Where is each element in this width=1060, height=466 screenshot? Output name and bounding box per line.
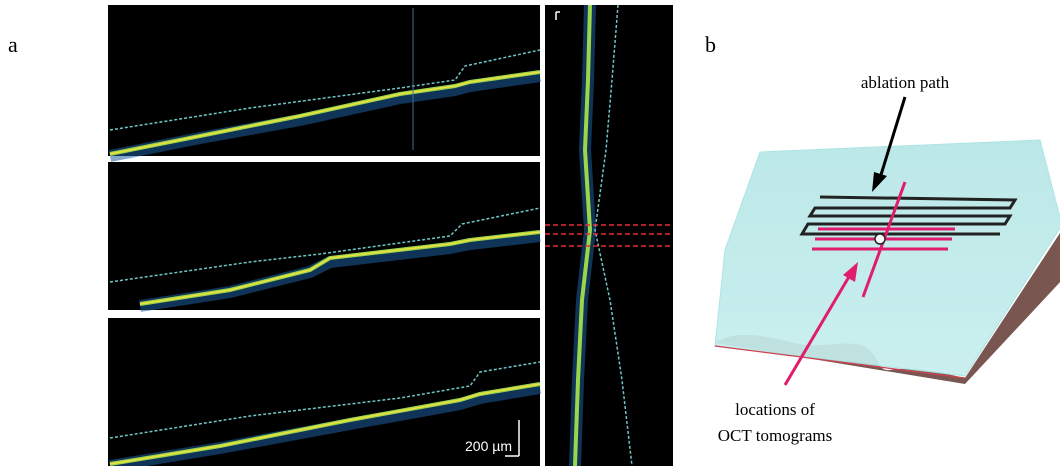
- caption: ablation path: [861, 73, 950, 92]
- oct-en-face: [545, 4, 673, 466]
- scale-bar-label: 200 µm: [465, 438, 512, 454]
- oct-tomogram: [108, 5, 541, 162]
- oct-tomogram: 200 µm: [108, 318, 541, 466]
- caption: locations of: [735, 400, 815, 419]
- panel-label: a: [8, 32, 18, 57]
- sample-diagram: [714, 96, 1060, 386]
- oct-tomogram: [108, 162, 541, 312]
- panel-label: b: [705, 32, 716, 57]
- caption: OCT tomograms: [718, 426, 832, 445]
